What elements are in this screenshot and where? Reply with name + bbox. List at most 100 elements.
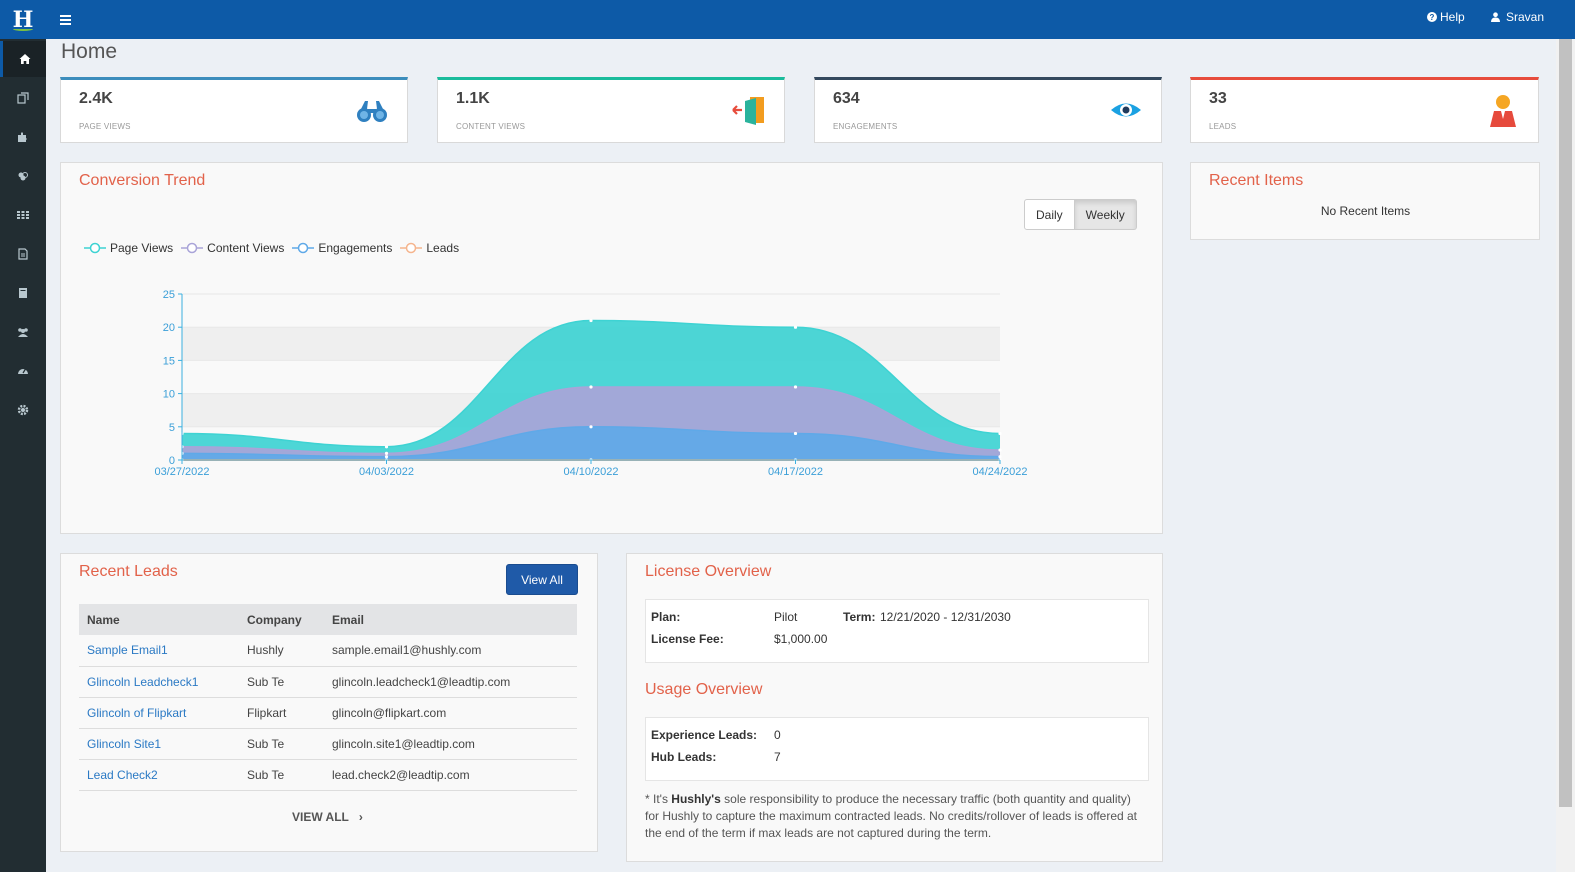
y-tick-label: 25 — [163, 289, 175, 301]
y-tick-label: 0 — [169, 455, 175, 467]
license-details-box — [645, 599, 1149, 663]
legend-page-views[interactable]: Page Views — [84, 241, 173, 255]
hamburger-icon — [60, 13, 71, 27]
legend-label: Page Views — [110, 241, 174, 255]
sidebar-item-documents[interactable] — [0, 236, 46, 272]
usage-overview-title: Usage Overview — [645, 681, 763, 698]
lead-name-cell: Lead Check2 — [79, 759, 239, 791]
sidebar-item-dashboard[interactable] — [0, 353, 46, 389]
hub-leads-label: Hub Leads: — [651, 750, 717, 764]
stat-value: 33 — [1209, 90, 1227, 107]
stat-engagements: 634 ENGAGEMENTS — [814, 77, 1162, 143]
lead-email-cell: glincoln.site1@leadtip.com — [324, 728, 577, 760]
help-link[interactable]: ? Help — [1427, 10, 1465, 24]
sidebar-item-apps[interactable] — [0, 197, 46, 233]
sidebar-item-settings[interactable] — [0, 392, 46, 428]
sidebar-item-content[interactable] — [0, 80, 46, 116]
content-icon — [17, 92, 29, 104]
lead-name-cell: Glincoln Site1 — [79, 728, 239, 760]
user-name: Sravan — [1506, 10, 1545, 24]
license-overview-title: License Overview — [645, 563, 772, 580]
lead-name-link[interactable]: Glincoln Leadcheck1 — [87, 674, 199, 689]
data-point — [793, 431, 798, 436]
page-scrollbar[interactable] — [1556, 39, 1575, 872]
table-header-row: Name Company Email — [79, 604, 577, 635]
lead-email-cell: sample.email1@hushly.com — [324, 635, 577, 667]
lead-email-cell: lead.check2@leadtip.com — [324, 759, 577, 791]
lead-email-cell: glincoln@flipkart.com — [324, 697, 577, 729]
gear-icon — [17, 404, 29, 416]
view-all-button[interactable]: View All — [506, 564, 578, 595]
stat-value: 1.1K — [456, 90, 490, 107]
recent-items-panel: Recent Items — [1190, 162, 1540, 240]
page-title: Home — [61, 40, 118, 63]
lead-name-link[interactable]: Glincoln of Flipkart — [87, 705, 187, 720]
logo-letter: H — [12, 6, 34, 33]
puzzle-icon — [18, 132, 27, 142]
legend-content-views[interactable]: Content Views — [181, 241, 284, 255]
x-tick-label: 04/17/2022 — [768, 466, 823, 478]
lead-name-cell: Sample Email1 — [79, 635, 239, 667]
legend-marker-icon — [181, 242, 204, 254]
stat-page-views: 2.4K PAGE VIEWS — [60, 77, 408, 143]
chart-legend: Page Views Content Views Engagements Lea… — [84, 241, 459, 255]
scrollbar-thumb[interactable] — [1559, 39, 1572, 807]
legend-marker-icon — [84, 242, 106, 254]
data-point — [589, 318, 593, 323]
table-row: Glincoln Leadcheck1 Sub Te glincoln.lead… — [79, 666, 577, 698]
weekly-button[interactable]: Weekly — [1074, 199, 1137, 230]
sidebar-item-people[interactable] — [0, 314, 46, 350]
legend-engagements[interactable]: Engagements — [292, 241, 392, 255]
lead-name-link[interactable]: Sample Email1 — [87, 643, 168, 658]
column-header-name[interactable]: Name — [79, 604, 239, 635]
sidebar-item-library[interactable] — [0, 275, 46, 311]
lead-company-cell: Sub Te — [239, 666, 324, 698]
data-point — [384, 445, 389, 449]
plan-label: Plan: — [651, 610, 681, 624]
chevron-right-icon: › — [358, 810, 363, 824]
door-exit-icon — [732, 97, 764, 125]
footnote-text: sole responsibility to produce the neces… — [645, 792, 1138, 840]
legend-leads[interactable]: Leads — [400, 241, 459, 255]
legend-marker-icon — [292, 242, 315, 254]
stat-label: CONTENT VIEWS — [456, 122, 526, 131]
data-point — [384, 455, 389, 459]
menu-toggle-button[interactable] — [58, 9, 72, 29]
conversion-trend-chart: 0 5 10 15 20 25 03/27/2022 04/03/2022 04/10/2022… — [154, 289, 1027, 478]
user-icon — [1491, 12, 1500, 22]
license-fee-value: $1,000.00 — [774, 632, 828, 646]
legend-label: Engagements — [318, 241, 393, 255]
lead-company-cell: Sub Te — [239, 759, 324, 791]
column-header-company[interactable]: Company — [239, 604, 324, 635]
hub-leads-value: 7 — [774, 750, 781, 764]
plan-value: Pilot — [774, 610, 798, 624]
area-engagements — [182, 426, 1000, 460]
column-header-email[interactable]: Email — [324, 604, 577, 635]
table-row: Glincoln Site1 Sub Te glincoln.site1@lea… — [79, 728, 577, 760]
experience-leads-label: Experience Leads: — [651, 728, 758, 742]
y-tick-label: 5 — [169, 422, 175, 434]
user-menu[interactable]: Sravan — [1491, 10, 1544, 24]
hushly-logo[interactable]: H — [0, 0, 46, 39]
sidebar-item-audiences[interactable] — [0, 158, 46, 194]
sidebar-item-integrations[interactable] — [0, 119, 46, 155]
lead-company-cell: Sub Te — [239, 728, 324, 760]
view-all-link[interactable]: VIEW ALL › — [292, 810, 363, 824]
lead-company-cell: Flipkart — [239, 697, 324, 729]
stat-value: 634 — [833, 90, 860, 107]
data-point — [589, 425, 593, 429]
view-all-link-label: VIEW ALL — [292, 810, 349, 824]
conversion-trend-title: Conversion Trend — [79, 172, 206, 189]
help-label: Help — [1440, 10, 1465, 24]
table-row: Glincoln of Flipkart Flipkart glincoln@f… — [79, 697, 577, 729]
lead-email-cell: glincoln.leadcheck1@leadtip.com — [324, 666, 577, 698]
sidebar-item-home[interactable] — [0, 41, 46, 77]
daily-button[interactable]: Daily — [1024, 199, 1075, 230]
lead-name-cell: Glincoln Leadcheck1 — [79, 666, 239, 698]
lead-name-link[interactable]: Lead Check2 — [87, 767, 158, 782]
user-lead-icon — [1490, 95, 1516, 127]
experience-leads-value: 0 — [774, 728, 781, 742]
lead-name-link[interactable]: Glincoln Site1 — [87, 736, 162, 751]
legend-label: Leads — [426, 241, 460, 255]
y-tick-label: 20 — [163, 322, 175, 334]
